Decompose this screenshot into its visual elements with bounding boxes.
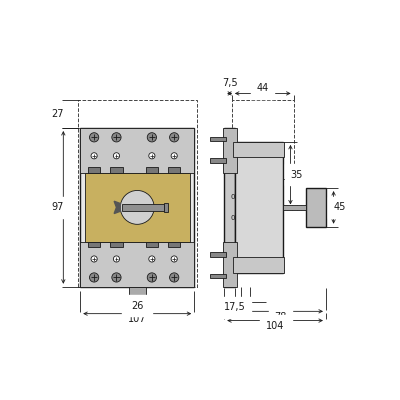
Circle shape	[112, 273, 121, 282]
Bar	[210, 274, 226, 278]
Bar	[224, 128, 235, 287]
Text: 45: 45	[334, 202, 346, 212]
Circle shape	[170, 133, 179, 142]
Circle shape	[113, 153, 120, 159]
Bar	[283, 205, 306, 210]
Bar	[78, 100, 196, 287]
Circle shape	[91, 153, 97, 159]
Text: 17,5: 17,5	[224, 302, 246, 312]
Bar	[235, 142, 283, 273]
Text: 35: 35	[290, 170, 303, 180]
Bar	[122, 204, 164, 211]
Bar	[80, 128, 194, 173]
Text: 26: 26	[131, 301, 144, 311]
Circle shape	[113, 256, 120, 262]
Circle shape	[147, 133, 156, 142]
Text: 107: 107	[128, 314, 146, 324]
Bar	[234, 258, 284, 273]
Bar	[168, 242, 180, 248]
Polygon shape	[114, 201, 120, 214]
Bar	[234, 142, 284, 157]
Circle shape	[170, 273, 179, 282]
Circle shape	[112, 133, 121, 142]
Bar	[129, 287, 146, 296]
Text: 97: 97	[51, 202, 63, 212]
Circle shape	[91, 256, 97, 262]
Text: 0: 0	[230, 194, 235, 200]
Circle shape	[149, 256, 155, 262]
Bar	[146, 242, 158, 248]
Circle shape	[149, 153, 155, 159]
Bar	[88, 167, 100, 173]
Bar	[88, 242, 100, 248]
Circle shape	[90, 273, 99, 282]
Circle shape	[171, 153, 177, 159]
Bar	[80, 242, 194, 287]
Bar	[85, 173, 190, 242]
Bar	[146, 167, 158, 173]
Circle shape	[120, 190, 154, 224]
Bar	[210, 136, 226, 141]
Text: 7,5: 7,5	[222, 78, 238, 88]
Circle shape	[90, 133, 99, 142]
Circle shape	[171, 256, 177, 262]
Text: 78: 78	[274, 312, 287, 322]
Text: 27: 27	[51, 109, 64, 119]
Text: 44: 44	[257, 83, 269, 93]
Bar	[223, 242, 236, 287]
Bar	[110, 167, 123, 173]
Bar	[210, 158, 226, 163]
Text: 0: 0	[230, 215, 235, 221]
Bar	[80, 128, 194, 287]
Bar	[164, 203, 168, 212]
Circle shape	[147, 273, 156, 282]
Bar	[232, 100, 294, 179]
Bar	[223, 128, 236, 173]
Bar	[210, 252, 226, 257]
Bar	[306, 188, 326, 227]
Text: 104: 104	[266, 321, 284, 331]
Bar	[110, 242, 123, 248]
Bar	[168, 167, 180, 173]
